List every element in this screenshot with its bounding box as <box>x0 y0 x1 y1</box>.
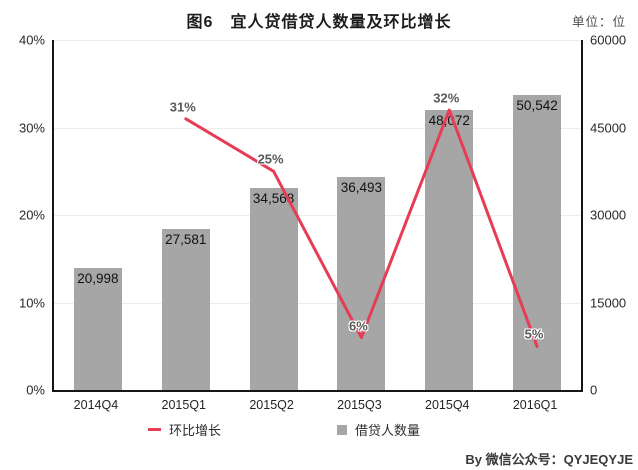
bar: 20,998 <box>73 267 122 390</box>
plot-area: 20,998 27,581 34,568 36,493 48,072 50,542 31%… <box>52 40 583 392</box>
x-axis-label: 2015Q4 <box>425 398 470 412</box>
figure-title: 图6 宜人贷借贷人数量及环比增长 <box>186 14 452 31</box>
x-axis-label: 2016Q1 <box>512 398 558 412</box>
gridline <box>54 127 581 129</box>
bar: 48,072 <box>425 109 474 390</box>
growth-point-label: 5% <box>524 326 544 342</box>
axis-tick-left: 10% <box>18 295 45 310</box>
axis-tick-left: 40% <box>18 32 45 48</box>
legend-item-growth: 环比增长 <box>148 420 221 439</box>
bar: 27,581 <box>161 229 210 390</box>
gridline <box>54 302 581 304</box>
growth-point-label: 6% <box>349 318 368 333</box>
bar: 34,568 <box>249 188 298 390</box>
axis-tick-left: 30% <box>18 120 45 135</box>
growth-point-label: 31% <box>169 99 196 115</box>
x-axis-label: 2014Q4 <box>73 398 119 412</box>
growth-line <box>184 108 539 348</box>
bar: 50,542 <box>513 95 562 390</box>
growth-point-label: 25% <box>257 151 284 167</box>
bar-value-label: 48,072 <box>428 112 470 128</box>
unit-label: 单位：位 <box>571 15 626 29</box>
growth-point-label: 32% <box>433 90 460 106</box>
legend-label-borrowers: 借贷人数量 <box>355 423 421 438</box>
bar-value-label: 36,493 <box>340 180 383 196</box>
axis-tick-right: 15000 <box>590 295 627 310</box>
bar-value-label: 20,998 <box>77 270 119 286</box>
legend-label-growth: 环比增长 <box>169 423 222 438</box>
byline: By 微信公众号：QYJEQYJE <box>465 452 633 467</box>
x-axis-label: 2015Q1 <box>161 398 206 412</box>
x-axis-label: 2015Q3 <box>337 398 382 412</box>
growth-line-layer <box>184 108 539 348</box>
line-dash-icon <box>148 428 161 431</box>
bar-value-label: 34,568 <box>252 191 295 207</box>
bar-value-label: 50,542 <box>516 98 558 114</box>
axis-tick-right: 30000 <box>590 207 627 223</box>
legend-item-borrowers: 借贷人数量 <box>337 420 420 439</box>
square-icon <box>337 424 347 435</box>
bar-value-label: 27,581 <box>165 232 207 248</box>
axis-tick-right: 0 <box>590 382 598 398</box>
gridline <box>54 215 581 216</box>
bar: 36,493 <box>337 177 386 390</box>
x-axis-label: 2015Q2 <box>249 398 294 412</box>
axis-tick-right: 45000 <box>590 120 627 135</box>
axis-tick-left: 0% <box>26 382 45 398</box>
axis-tick-right: 60000 <box>590 32 627 48</box>
axis-tick-left: 20% <box>18 207 45 223</box>
gridline <box>54 40 581 41</box>
